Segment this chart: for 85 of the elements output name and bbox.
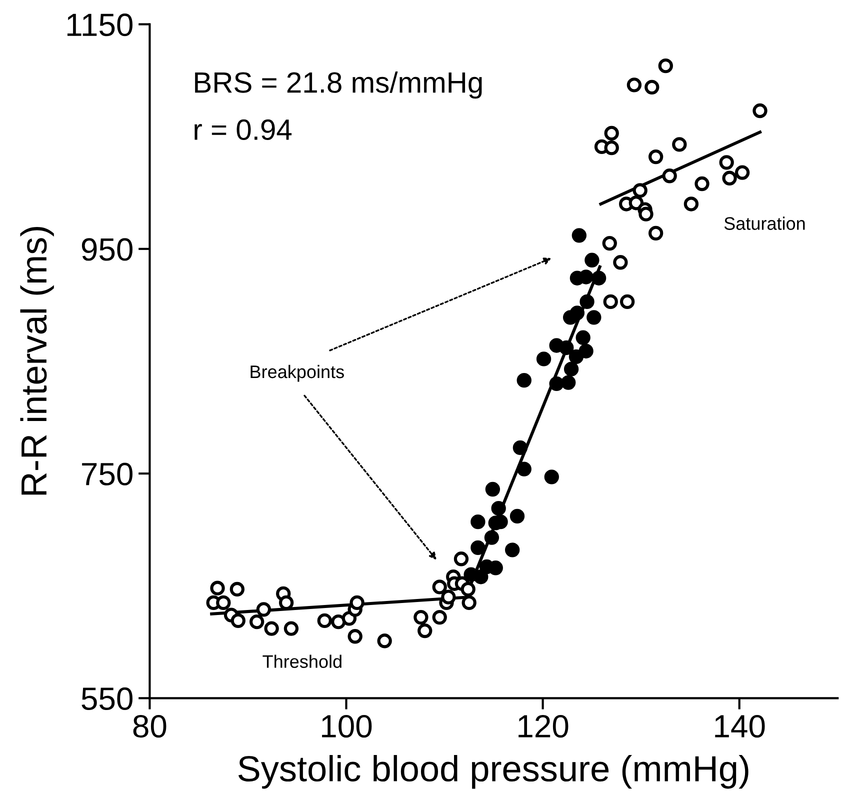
point — [536, 352, 552, 366]
point — [572, 228, 587, 243]
point — [672, 137, 687, 152]
point — [584, 252, 600, 268]
y-tick-label: 750 — [82, 462, 132, 486]
point — [512, 440, 528, 456]
point — [284, 621, 299, 636]
point — [604, 126, 619, 141]
point — [591, 270, 606, 286]
point — [377, 634, 392, 648]
point — [549, 376, 564, 392]
point — [484, 530, 500, 545]
annotation: Breakpoints — [250, 364, 344, 382]
point — [470, 540, 486, 556]
x-axis-title: Systolic blood pressure (mmHg) — [238, 755, 748, 789]
point — [249, 614, 264, 630]
point — [488, 560, 503, 576]
point — [432, 610, 447, 625]
point — [561, 375, 576, 390]
point — [570, 306, 585, 320]
point — [432, 580, 447, 594]
point — [628, 196, 644, 210]
x-tick-label: 100 — [322, 714, 372, 738]
point — [626, 78, 642, 92]
point — [418, 623, 432, 638]
point — [414, 610, 428, 625]
point — [350, 595, 364, 610]
point — [210, 580, 225, 596]
point — [694, 176, 710, 192]
y-axis-title: R-R interval (ms) — [20, 227, 54, 495]
point — [516, 372, 532, 388]
x-tick-label: 80 — [133, 714, 166, 738]
annotation: Threshold — [262, 654, 342, 668]
point — [602, 236, 617, 251]
point — [603, 294, 618, 310]
point — [662, 168, 677, 184]
point — [510, 508, 525, 524]
annotation: BRS = 21.8 ms/mmHg — [195, 71, 482, 99]
point — [722, 170, 737, 186]
point — [752, 103, 768, 118]
point — [580, 294, 594, 310]
point — [544, 470, 559, 484]
point — [317, 613, 332, 628]
point — [576, 330, 590, 345]
point — [331, 614, 346, 630]
point — [578, 270, 594, 284]
point — [256, 602, 272, 617]
y-tick-label: 950 — [82, 238, 132, 261]
point — [491, 501, 506, 516]
x-tick-label: 140 — [715, 714, 765, 738]
point — [441, 590, 456, 604]
point — [264, 621, 279, 636]
point — [658, 58, 673, 74]
y-tick-label: 1150 — [67, 14, 132, 36]
point — [216, 595, 231, 610]
point — [586, 310, 602, 325]
point — [638, 206, 654, 222]
point — [348, 629, 362, 644]
x-tick-label: 120 — [518, 714, 568, 738]
annotation: Saturation — [724, 216, 805, 230]
point — [559, 340, 574, 356]
point — [578, 344, 594, 358]
point — [505, 542, 520, 558]
point — [734, 165, 750, 180]
point — [648, 149, 664, 164]
point — [684, 196, 699, 212]
point — [632, 183, 648, 198]
point — [516, 462, 532, 476]
point — [462, 595, 476, 610]
point — [613, 255, 628, 270]
point — [454, 552, 469, 566]
point — [485, 482, 500, 497]
point — [230, 613, 246, 628]
point — [604, 140, 619, 156]
point — [564, 362, 579, 376]
point — [474, 570, 488, 584]
y-tick-label: 550 — [82, 687, 132, 710]
point — [470, 514, 486, 530]
point — [648, 226, 664, 241]
point — [719, 155, 734, 170]
point — [460, 582, 476, 597]
point — [230, 582, 245, 597]
annotation: r = 0.94 — [194, 119, 292, 140]
point — [620, 294, 635, 310]
point — [644, 80, 660, 95]
